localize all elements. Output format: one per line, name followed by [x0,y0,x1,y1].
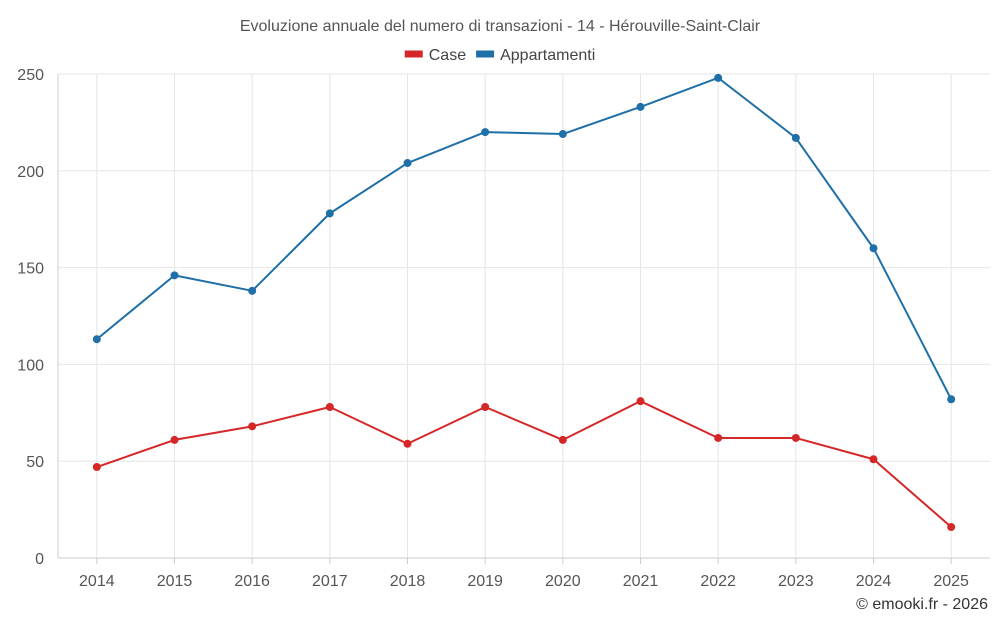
y-tick-label: 50 [26,454,44,471]
data-point-case [714,433,723,442]
y-axis: 0 50 100 150 200 250 [17,67,59,568]
x-tick-label: 2016 [234,573,270,590]
data-point-appartamenti [92,335,101,344]
y-tick-label: 0 [35,551,44,568]
y-tick-label: 100 [17,357,44,374]
data-point-case [636,397,645,406]
data-point-case [403,439,412,448]
data-point-case [248,422,257,431]
x-tick-label: 2014 [79,573,115,590]
y-tick-label: 150 [17,261,44,278]
x-tick-label: 2024 [856,573,892,590]
y-tick-label: 250 [17,67,44,84]
legend-swatch-appartamenti [476,50,495,58]
x-tick-label: 2020 [545,573,581,590]
chart-title: Evoluzione annuale del numero di transaz… [240,18,761,35]
data-point-case [869,455,878,464]
data-point-case [481,402,490,411]
x-tick-label: 2017 [312,573,348,590]
data-point-appartamenti [636,102,645,111]
data-point-appartamenti [869,244,878,253]
grid [58,73,990,558]
legend: Case Appartamenti [404,47,595,64]
data-point-appartamenti [170,271,179,280]
data-point-case [92,463,101,472]
data-point-appartamenti [714,73,723,82]
legend-label-appartamenti: Appartamenti [500,47,595,64]
x-tick-label: 2021 [623,573,659,590]
data-point-appartamenti [325,209,334,218]
legend-swatch-case [404,50,423,58]
data-point-appartamenti [947,395,956,404]
series-group [92,73,956,532]
x-tick-label: 2025 [933,573,969,590]
data-point-case [791,433,800,442]
credit-text: © emooki.fr - 2026 [856,596,988,613]
x-tick-label: 2019 [467,573,503,590]
data-point-appartamenti [403,159,412,168]
y-tick-label: 200 [17,164,44,181]
x-tick-label: 2023 [778,573,814,590]
data-point-appartamenti [481,128,490,137]
series-line-case [96,400,952,528]
data-point-appartamenti [791,133,800,142]
x-tick-label: 2022 [700,573,736,590]
x-tick-label: 2018 [390,573,426,590]
data-point-case [325,402,334,411]
data-point-case [170,435,179,444]
x-tick-label: 2015 [157,573,193,590]
x-axis: 2014 2015 2016 2017 2018 2019 2020 2021 2022 2023… [58,557,990,590]
series-line-appartamenti [96,76,953,400]
data-point-case [947,523,956,532]
data-point-appartamenti [248,286,257,295]
legend-label-case: Case [429,47,466,64]
data-point-case [558,435,567,444]
data-point-appartamenti [558,130,567,139]
